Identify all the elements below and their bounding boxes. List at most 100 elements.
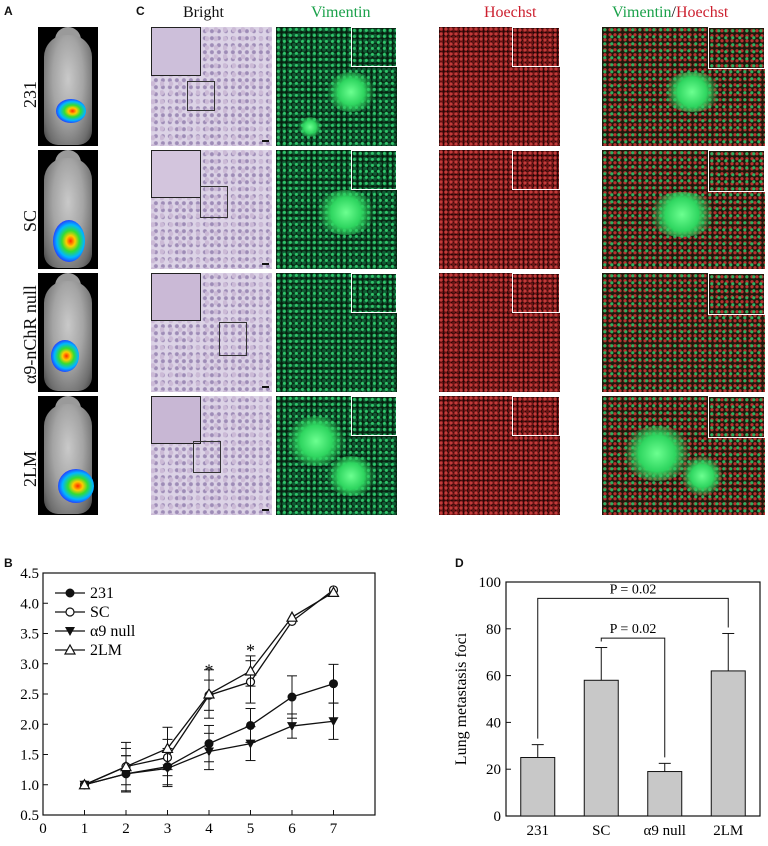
micrograph-vimentin-a9-null xyxy=(276,273,397,392)
data-point xyxy=(202,687,216,699)
bar-chart-d: 0 20 40 60 80 100 Lung metastasis foci 231 SC α9 … xyxy=(453,575,761,839)
legend-marker xyxy=(63,643,77,655)
micrograph-merge-231 xyxy=(602,27,765,146)
data-point xyxy=(329,679,338,689)
merge-label-red: Hoechst xyxy=(675,4,729,21)
mouse-image-sc xyxy=(38,150,98,269)
y-tick-label-b: 4.5 xyxy=(20,566,39,582)
row-label-231: 231 xyxy=(20,81,40,108)
column-header-bright: Bright xyxy=(183,4,224,21)
significance-star: * xyxy=(246,641,255,661)
x-tick-label-d: α9 null xyxy=(644,823,686,839)
y-tick-label-b: 2.5 xyxy=(20,687,39,703)
x-tick-label-b: 7 xyxy=(330,821,338,837)
y-tick-label-b: 1.5 xyxy=(20,748,39,764)
bar xyxy=(583,679,619,817)
merge-label-slash: / xyxy=(671,4,676,21)
micrograph-bright-sc xyxy=(151,150,272,269)
micrograph-merge-a9-null xyxy=(602,273,765,392)
plot-frame-d xyxy=(505,581,761,817)
micrograph-hoechst-231 xyxy=(439,27,560,146)
y-tick-label-d: 40 xyxy=(486,715,501,731)
data-point xyxy=(328,717,339,727)
y-tick-label-d: 20 xyxy=(486,762,501,778)
significance-bracket: P = 0.02 xyxy=(600,622,666,758)
y-tick-label-b: 3.5 xyxy=(20,627,39,643)
x-tick-label-b: 2 xyxy=(122,821,130,837)
micrograph-vimentin-2lm xyxy=(276,396,397,515)
legend-marker xyxy=(65,607,75,617)
bar xyxy=(520,757,556,817)
panel-letter-c: C xyxy=(136,4,145,18)
y-tick-label-d: 60 xyxy=(486,669,501,685)
panel-letter-d: D xyxy=(455,556,464,570)
legend-marker xyxy=(65,627,75,636)
micrograph-vimentin-sc xyxy=(276,150,397,269)
micrograph-hoechst-sc xyxy=(439,150,560,269)
mouse-image-2lm xyxy=(38,396,98,515)
legend-label: SC xyxy=(90,604,110,621)
mouse-image-a9-null xyxy=(38,273,98,392)
panel-letter-a: A xyxy=(4,4,13,18)
bar xyxy=(647,771,683,817)
significance-star: * xyxy=(205,661,214,681)
y-tick-label-b: 2.0 xyxy=(20,717,39,733)
data-point xyxy=(161,742,174,754)
legend-marker xyxy=(65,588,75,598)
y-tick-label-b: 1.0 xyxy=(20,778,39,794)
data-point xyxy=(287,722,297,732)
x-tick-label-d: 2LM xyxy=(713,823,743,839)
legend-label: α9 null xyxy=(90,623,136,640)
x-tick-label-b: 6 xyxy=(288,821,296,837)
column-header-merge: Vimentin/Hoechst xyxy=(612,4,728,22)
x-tick-label-b: 3 xyxy=(164,821,172,837)
row-label-a9-null: α9-nChR null xyxy=(20,285,40,384)
data-point xyxy=(244,664,257,676)
series-3 xyxy=(78,586,340,792)
bracket-line xyxy=(537,597,729,739)
row-label-2lm: 2LM xyxy=(20,451,40,487)
x-tick-label-d: SC xyxy=(592,823,610,839)
merge-label-green: Vimentin xyxy=(612,4,672,21)
legend-b: 231 SC α9 null 2LM xyxy=(55,585,136,659)
micrograph-vimentin-231 xyxy=(276,27,397,146)
significance-bracket: P = 0.02 xyxy=(537,582,729,739)
p-value-label: P = 0.02 xyxy=(610,582,657,597)
micrograph-merge-sc xyxy=(602,150,765,269)
x-tick-label-b: 1 xyxy=(81,821,89,837)
x-tick-label-b: 4 xyxy=(205,821,213,837)
row-label-sc: SC xyxy=(20,209,40,232)
legend-label: 231 xyxy=(90,585,114,602)
data-point xyxy=(119,760,133,772)
mouse-image-231 xyxy=(38,27,98,146)
x-tick-label-d: 231 xyxy=(527,823,550,839)
y-axis-label-d: Lung metastasis foci xyxy=(453,632,470,765)
x-tick-label-b: 5 xyxy=(247,821,255,837)
legend-label: 2LM xyxy=(90,642,122,659)
micrograph-hoechst-2lm xyxy=(439,396,560,515)
y-tick-label-b: 4.0 xyxy=(20,596,39,612)
micrograph-bright-a9-null xyxy=(151,273,272,392)
line-chart-b: 0.5 1.0 1.5 2.0 2.5 3.0 3.5 4.0 4.5 0 1 2 3 4 5 6 7 * * 231… xyxy=(20,566,376,837)
bar xyxy=(710,670,746,817)
data-point xyxy=(78,778,91,790)
data-point xyxy=(287,692,297,702)
data-point xyxy=(204,747,214,757)
micrograph-hoechst-a9-null xyxy=(439,273,560,392)
y-tick-label-d: 80 xyxy=(486,622,501,638)
micrograph-merge-2lm xyxy=(602,396,765,515)
y-tick-label-d: 100 xyxy=(479,575,502,591)
data-point xyxy=(327,586,340,597)
bracket-line xyxy=(600,637,666,758)
column-header-vimentin: Vimentin xyxy=(311,4,371,21)
data-point xyxy=(285,610,299,622)
p-value-label: P = 0.02 xyxy=(610,622,657,637)
column-header-hoechst: Hoechst xyxy=(484,4,537,21)
x-tick-label-b: 0 xyxy=(39,821,47,837)
micrograph-bright-2lm xyxy=(151,396,272,515)
micrograph-bright-231 xyxy=(151,27,272,146)
y-tick-label-d: 0 xyxy=(494,809,502,825)
panel-letter-b: B xyxy=(4,556,13,570)
data-point xyxy=(245,739,256,749)
y-tick-label-b: 3.0 xyxy=(20,657,39,673)
